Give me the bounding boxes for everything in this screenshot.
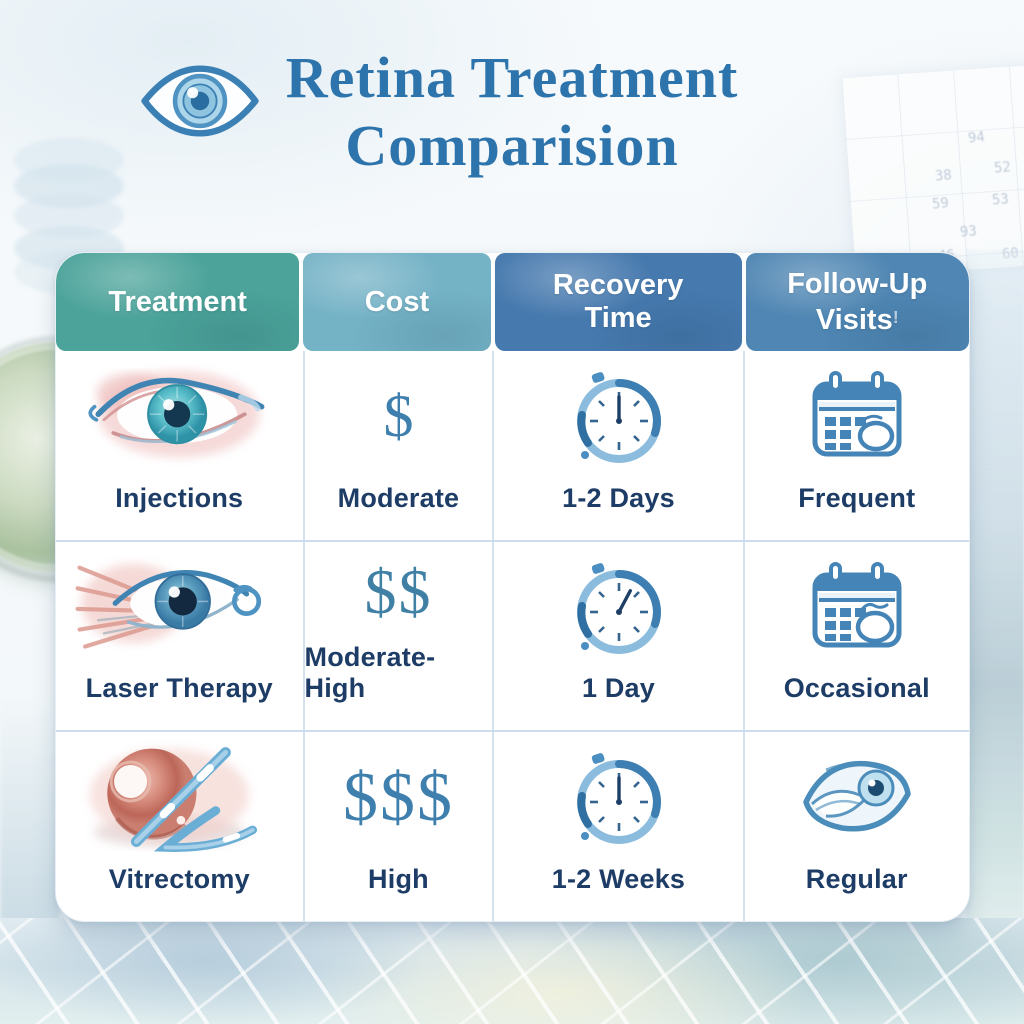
sheet-number: 59 (931, 195, 950, 213)
cell-treatment: Vitrectomy (56, 732, 303, 921)
stopwatch-icon (494, 351, 742, 483)
table-header-row: Treatment Cost Recovery Time Follow-Up V… (56, 253, 969, 351)
header-treatment: Treatment (56, 253, 300, 351)
cell-followup: Occasional (742, 541, 969, 731)
treatment-label: Vitrectomy (108, 864, 250, 895)
table-row-laser-therapy: Laser Therapy $$ Moderate-High (56, 539, 969, 731)
cell-recovery: 1 Day (492, 541, 742, 731)
cell-cost: $$$ High (302, 732, 493, 921)
eye-icon (141, 65, 259, 137)
sheet-number: 53 (991, 191, 1010, 209)
laser-eye-illustration (56, 542, 303, 674)
cell-treatment: Injections (56, 351, 303, 540)
header-cost: Cost (303, 253, 492, 351)
title-line-2: Comparision (345, 113, 679, 178)
cell-followup: Frequent (742, 351, 969, 540)
followup-label: Regular (805, 864, 908, 895)
recovery-label: 1-2 Days (562, 482, 675, 513)
treatment-label: Injections (115, 482, 244, 513)
cell-followup: Regular (742, 732, 969, 921)
background-bottom-left-wash (0, 700, 60, 930)
header-label: Treatment (108, 285, 247, 318)
background-bottom-wash (0, 918, 1024, 1024)
header-artifact-mark: ! (892, 306, 899, 327)
stopwatch-icon (494, 732, 742, 864)
table-body: Injections $ Moderate (56, 351, 969, 921)
eye-icon (745, 732, 969, 864)
cell-recovery: 1-2 Weeks (492, 732, 742, 921)
followup-label: Occasional (783, 673, 930, 704)
stopwatch-icon (494, 542, 742, 674)
title-line-1: Retina Treatment (285, 45, 739, 110)
dollar-signs: $$ (364, 556, 433, 627)
cost-label: High (368, 864, 429, 895)
header-recovery-time: Recovery Time (494, 253, 742, 351)
followup-label: Frequent (798, 482, 916, 513)
table-row-injections: Injections $ Moderate (56, 351, 969, 540)
cell-treatment: Laser Therapy (56, 542, 303, 731)
dollar-sign: $ (383, 383, 414, 450)
cell-cost: $$ Moderate-High (302, 541, 493, 731)
cost-label: Moderate (337, 482, 460, 513)
cell-recovery: 1-2 Days (492, 351, 742, 540)
background-right-wash (966, 250, 1024, 950)
page-title: Retina Treatment Comparision (0, 44, 1024, 180)
treatment-label: Laser Therapy (85, 673, 273, 704)
cost-label: Moderate-High (304, 642, 436, 704)
recovery-label: 1-2 Weeks (551, 864, 686, 895)
calendar-icon (745, 351, 969, 483)
dollar-signs: $$$ (342, 759, 454, 837)
calendar-icon (745, 542, 969, 674)
comparison-table: Treatment Cost Recovery Time Follow-Up V… (55, 252, 970, 922)
header-label: Cost (364, 285, 430, 318)
table-row-vitrectomy: Vitrectomy $$$ High (56, 730, 969, 921)
header-followup-visits: Follow-Up Visits! (745, 253, 969, 351)
header-label: Follow-Up Visits! (787, 267, 928, 336)
sheet-number: 93 (959, 223, 978, 241)
header-label: Recovery Time (552, 269, 684, 334)
cell-cost: $ Moderate (302, 351, 493, 540)
vitrectomy-eye-illustration (56, 732, 303, 864)
recovery-label: 1 Day (581, 673, 655, 704)
injection-eye-illustration (56, 351, 303, 483)
